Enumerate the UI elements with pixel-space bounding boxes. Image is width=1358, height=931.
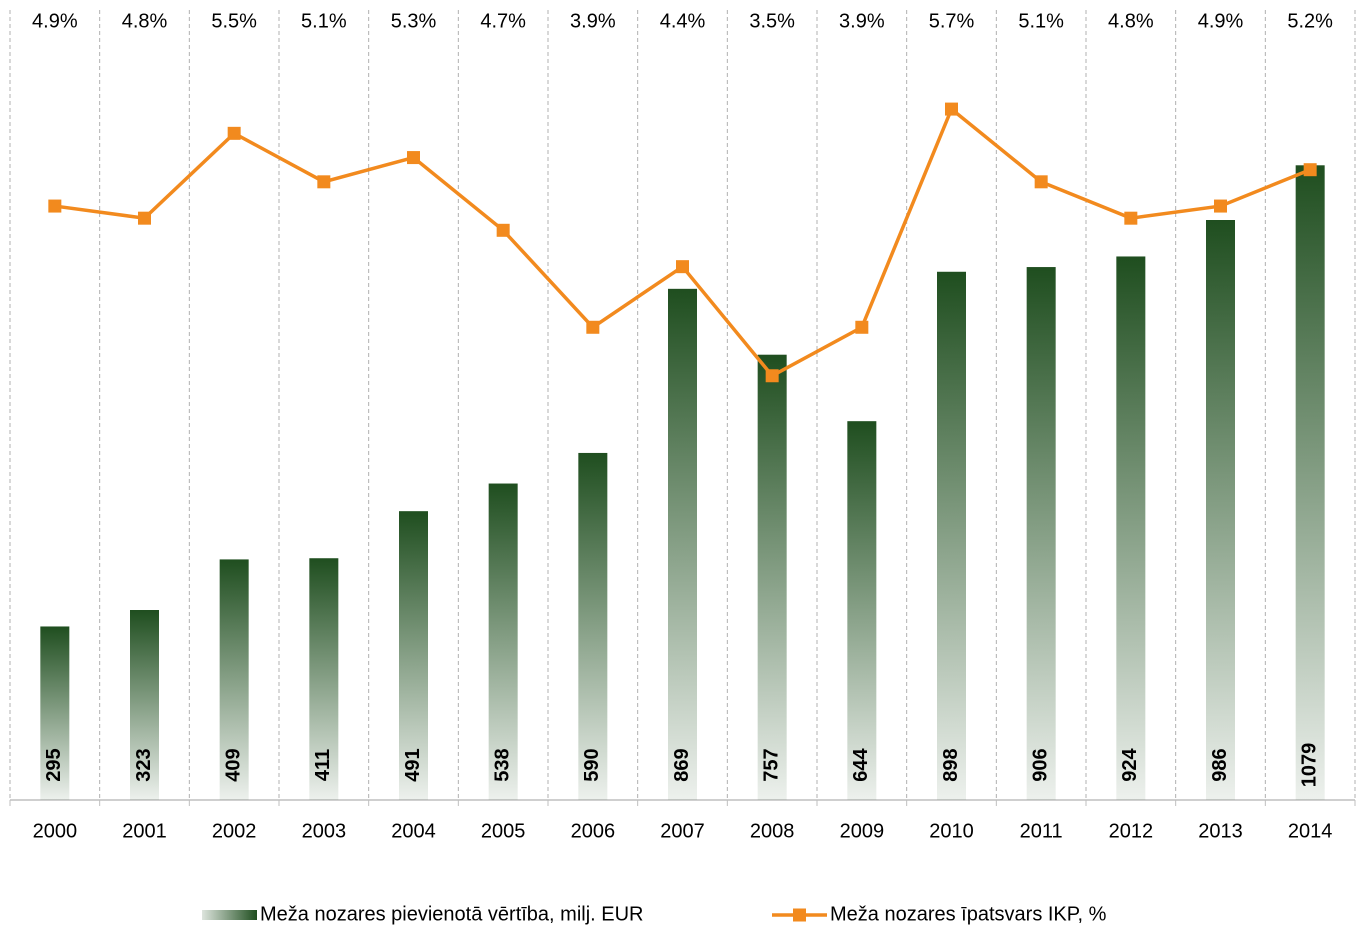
line-marker <box>855 320 869 334</box>
x-tick-label: 2010 <box>929 820 974 842</box>
bar-value-label: 590 <box>581 748 603 781</box>
bar <box>130 610 159 800</box>
line-value-label: 4.8% <box>1108 10 1154 32</box>
legend-label: Meža nozares pievienotā vērtība, milj. E… <box>260 903 644 925</box>
bar <box>309 558 339 800</box>
x-tick-label: 2000 <box>33 820 78 842</box>
line-marker <box>945 102 958 116</box>
bar <box>1026 267 1056 800</box>
line-value-label: 4.8% <box>122 10 168 32</box>
bar-value-label: 411 <box>312 749 334 781</box>
line-marker <box>227 126 241 140</box>
bar-value-label: 898 <box>940 748 962 781</box>
x-tick-label: 2007 <box>660 820 705 842</box>
line-value-label: 3.9% <box>839 10 885 32</box>
legend-swatch-marker <box>793 908 806 922</box>
line-value-label: 5.1% <box>1018 10 1064 32</box>
x-tick-label: 2014 <box>1288 820 1333 842</box>
bar-value-label: 986 <box>1209 748 1231 781</box>
bar-value-label: 869 <box>671 748 693 781</box>
line-value-label: 5.7% <box>929 10 975 32</box>
x-tick-label: 2003 <box>302 820 347 842</box>
bar <box>40 626 70 800</box>
x-tick-label: 2011 <box>1020 820 1063 842</box>
x-tick-label: 2009 <box>840 820 885 842</box>
bar-value-label: 409 <box>222 748 244 781</box>
legend-swatch <box>202 910 257 920</box>
line-value-label: 4.9% <box>32 10 78 32</box>
line-marker <box>676 260 689 274</box>
x-tick-label: 2002 <box>212 820 257 842</box>
bar-value-label: 538 <box>491 748 513 781</box>
line-value-label: 3.9% <box>570 10 616 32</box>
bar <box>578 452 608 800</box>
line-value-label: 3.5% <box>749 10 795 32</box>
bar <box>757 354 787 800</box>
line-marker <box>586 320 600 334</box>
line-value-label: 5.2% <box>1287 10 1333 32</box>
bar <box>219 559 249 800</box>
line-marker <box>1034 175 1048 189</box>
bar-value-label: 1079 <box>1298 743 1320 788</box>
bar <box>488 483 518 800</box>
line-marker <box>1214 199 1227 213</box>
line-marker <box>48 199 62 213</box>
bar-value-label: 491 <box>402 748 424 781</box>
x-tick-label: 2006 <box>571 820 616 842</box>
line-value-label: 4.9% <box>1198 10 1244 32</box>
line-value-label: 4.7% <box>480 10 526 32</box>
bar <box>399 511 428 800</box>
x-tick-label: 2013 <box>1198 820 1243 842</box>
line-marker <box>1303 163 1317 177</box>
line-marker <box>765 369 779 383</box>
bar-value-label: 323 <box>133 748 155 781</box>
line-value-label: 5.5% <box>211 10 257 32</box>
x-tick-label: 2001 <box>122 820 167 842</box>
x-tick-label: 2005 <box>481 820 526 842</box>
x-tick-label: 2008 <box>750 820 795 842</box>
line-value-label: 5.3% <box>391 10 437 32</box>
line-value-label: 5.1% <box>301 10 347 32</box>
bar <box>1295 165 1325 800</box>
x-tick-label: 2012 <box>1109 820 1154 842</box>
bar <box>937 271 966 800</box>
line-marker <box>138 211 151 225</box>
line-marker <box>317 175 331 189</box>
bar-value-label: 924 <box>1119 747 1141 781</box>
line-value-label: 4.4% <box>660 10 706 32</box>
bar <box>1206 220 1235 800</box>
legend-label: Meža nozares īpatsvars IKP, % <box>830 903 1107 925</box>
line-marker <box>1124 211 1138 225</box>
bar <box>1116 256 1146 800</box>
line-marker <box>407 151 420 165</box>
bar-value-label: 906 <box>1029 748 1051 781</box>
bar-value-label: 644 <box>850 747 872 781</box>
bar-value-label: 295 <box>43 748 65 781</box>
bar <box>847 421 877 800</box>
x-tick-label: 2004 <box>391 820 436 842</box>
bar <box>668 288 697 800</box>
line-marker <box>496 223 510 237</box>
bar-value-label: 757 <box>760 748 782 781</box>
